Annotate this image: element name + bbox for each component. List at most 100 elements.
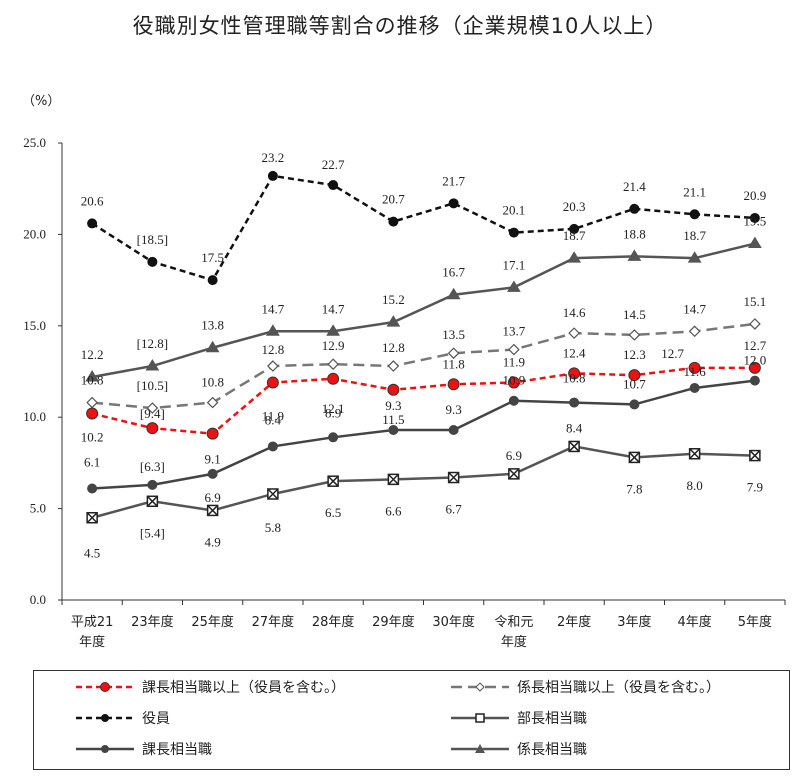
data-point-s0-1 [147,256,158,267]
data-point-s3-9 [628,369,641,382]
data-point-s3-7 [507,376,520,389]
data-label-s0-7: 20.1 [503,203,526,218]
data-label-s1-5: 15.2 [382,292,405,307]
legend-swatch-marker [101,714,109,722]
data-point-s0-9 [629,203,640,214]
legend-item: 部長相当職 [449,708,587,728]
data-label-s3-7: 11.9 [503,354,525,369]
data-point-s2-1 [146,402,159,414]
data-point-s0-0 [87,218,98,229]
data-label-s0-8: 20.3 [563,199,586,214]
data-label-s4-4: 8.9 [325,405,341,420]
data-point-s3-10 [688,361,701,374]
legend-swatch [451,713,509,723]
data-label-s2-11: 15.1 [744,294,767,309]
legend-swatch-marker [475,682,485,692]
data-point-s1-3 [265,324,280,336]
data-point-s2-11 [749,318,761,330]
data-point-s4-11 [749,375,760,386]
legend-item: 役員 [74,708,170,728]
data-point-s1-10 [687,251,702,263]
legend-swatch-marker [475,713,485,723]
data-label-s1-0: 12.2 [81,347,104,362]
data-label-s1-1: [12.8] [137,336,168,351]
data-label-s4-7: 10.9 [503,373,526,388]
data-point-s0-4 [328,180,339,191]
data-label-s5-1: [5.4] [140,525,165,540]
data-label-s5-10: 8.0 [687,478,703,493]
data-label-s5-3: 5.8 [265,520,281,535]
legend-swatch [451,744,509,753]
data-point-s5-5-cross [387,473,399,485]
data-point-s2-5 [387,360,400,372]
chart-legend: 課長相当職以上（役員を含む。） 係長相当職以上（役員を含む。） 役員 部長相当職 課長相… [33,670,790,770]
data-point-s0-11 [749,212,760,223]
data-point-s5-1-cross [146,495,158,507]
x-tick-label: 25年度 [191,614,234,630]
data-label-s3-5: 11.5 [382,412,404,427]
data-label-s4-8: 10.8 [563,371,586,386]
y-tick-label: 0.0 [30,592,46,607]
data-label-s3-9: 12.3 [623,347,646,362]
data-point-s0-2 [207,275,218,286]
data-label-s5-2: 4.9 [205,534,221,549]
x-tick-label: 23年度 [131,614,174,630]
data-label-s2-7: 13.7 [503,324,526,339]
legend-swatch [76,714,134,722]
data-label-s2-2: 10.8 [201,375,224,390]
legend-swatch [76,682,134,692]
x-tick-label: 年度 [79,634,105,650]
data-point-s5-4-cross [327,475,339,487]
data-label-s0-3: 23.2 [262,150,285,165]
y-tick-label: 15.0 [23,318,46,333]
data-label-s1-3: 14.7 [262,301,285,316]
data-point-s3-3 [266,376,279,389]
data-point-s0-6 [448,198,459,209]
data-point-s1-5 [386,315,401,327]
data-point-s0-8 [569,223,580,234]
data-point-s5-2-cross [207,504,219,516]
data-label-s1-8: 18.7 [563,228,586,243]
series-line-3 [91,366,755,435]
y-tick-label: 20.0 [23,226,46,241]
y-tick-label: 10.0 [23,409,46,424]
data-point-s3-4 [327,372,340,385]
data-point-s4-5 [388,424,399,435]
data-label-s2-9: 14.5 [623,307,646,322]
x-tick-label: 28年度 [312,614,355,630]
data-label-s3-0: 10.2 [81,430,104,445]
data-label-s0-0: 20.6 [81,193,104,208]
legend-label: 役員 [142,711,170,727]
x-tick-label: 令和元 [494,615,533,630]
data-point-s4-0 [87,483,98,494]
data-point-s2-10 [688,325,701,338]
data-label-s3-3: 11.9 [262,408,284,423]
series-line-2 [92,322,756,410]
data-point-s5-6-cross [448,471,460,484]
data-label-s4-6: 9.3 [446,402,462,417]
series-line-1 [91,242,756,379]
data-point-s2-8 [568,327,580,339]
data-point-s3-0 [86,407,99,420]
data-label-s2-5: 12.8 [382,340,405,355]
data-label-s2-10: 14.7 [683,301,706,316]
x-tick-label: 平成21 [71,615,114,630]
legend-label: 課長相当職 [142,742,212,758]
data-label-s2-6: 13.5 [442,327,465,342]
data-label-s0-1: [18.5] [137,232,168,247]
data-point-s5-9-cross [628,451,640,463]
data-label-s0-2: 17.5 [201,250,224,265]
data-point-s5-3-cross [267,488,279,500]
legend-swatch [451,682,509,692]
x-tick-label: 5年度 [738,614,772,630]
data-label-s4-0: 6.1 [84,454,100,469]
x-tick-label: 年度 [501,634,527,650]
data-label-s1-2: 13.8 [201,318,224,333]
data-label-s3-4: 12.1 [322,401,345,416]
data-label-s5-0: 4.5 [84,546,100,561]
x-tick-label: 30年度 [432,614,475,630]
data-point-s1-9 [627,249,642,261]
legend-item: 係長相当職 [449,739,587,759]
data-label-s0-9: 21.4 [623,179,646,194]
legend-label: 部長相当職 [517,711,587,727]
